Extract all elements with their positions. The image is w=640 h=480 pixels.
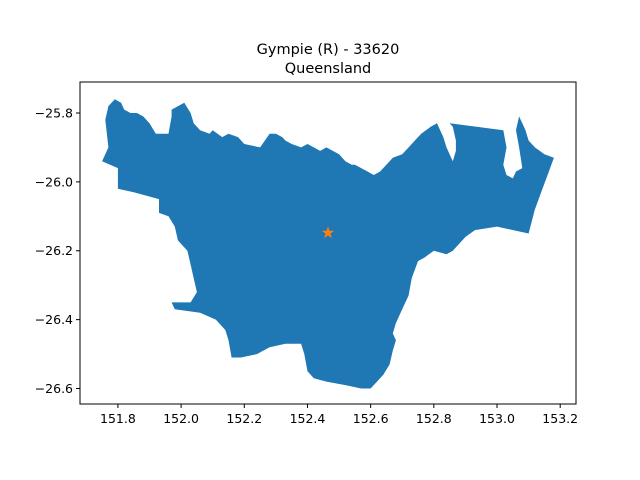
map-subtitle: Queensland <box>285 61 372 77</box>
x-tick-label: 151.8 <box>100 411 136 426</box>
y-tick-label: −26.4 <box>35 312 73 327</box>
x-tick-label: 152.0 <box>163 411 199 426</box>
map-title: Gympie (R) - 33620 <box>257 42 400 58</box>
y-tick-label: −25.8 <box>35 105 73 120</box>
region-gympie <box>102 99 554 389</box>
x-tick-label: 152.8 <box>416 411 452 426</box>
y-tick-label: −26.2 <box>35 243 73 258</box>
y-tick-label: −26.0 <box>35 174 73 189</box>
y-tick-label: −26.6 <box>35 381 73 396</box>
x-tick-label: 153.2 <box>542 411 578 426</box>
axes-frame <box>79 81 577 405</box>
x-tick-label: 152.2 <box>226 411 262 426</box>
plot-area <box>79 81 577 405</box>
centroid-star-marker <box>321 226 335 239</box>
x-tick-label: 153.0 <box>479 411 515 426</box>
x-axis: 151.8 152.0 152.2 152.4 152.6 152.8 153.0 153.2 <box>100 404 578 426</box>
x-tick-label: 152.6 <box>353 411 389 426</box>
y-axis: −25.8 −26.0 −26.2 −26.4 −26.6 <box>35 105 80 396</box>
x-tick-label: 152.4 <box>290 411 326 426</box>
